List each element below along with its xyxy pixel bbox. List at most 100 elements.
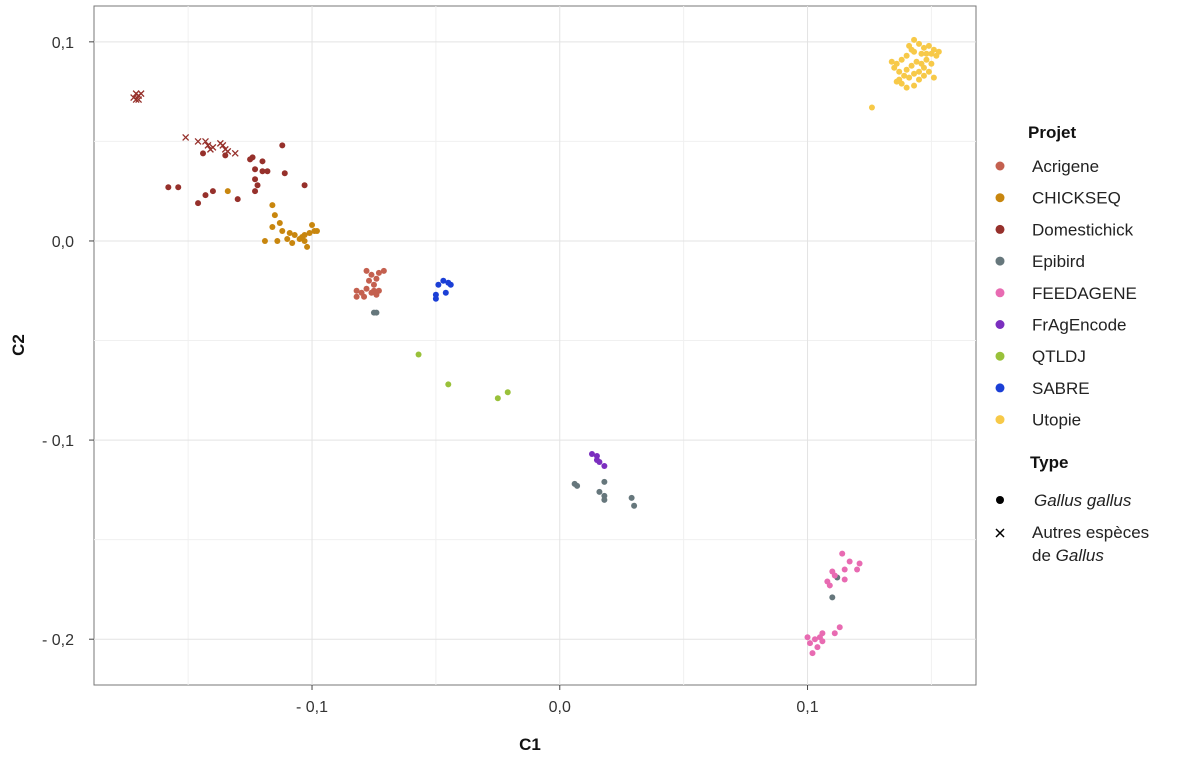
data-point xyxy=(504,389,511,396)
cross-stroke xyxy=(204,141,212,149)
data-point xyxy=(313,228,320,235)
data-point xyxy=(903,66,910,73)
data-point xyxy=(923,50,930,57)
data-point-cross xyxy=(219,141,227,149)
x-tick-label: 0,0 xyxy=(549,699,571,716)
grid-lines xyxy=(94,6,976,685)
data-point xyxy=(252,176,259,183)
data-point xyxy=(846,558,853,565)
data-point xyxy=(209,188,216,195)
data-point xyxy=(916,40,923,47)
data-point xyxy=(432,295,439,302)
cross-stroke xyxy=(219,141,227,149)
data-point xyxy=(920,64,927,71)
data-point xyxy=(306,229,313,236)
legend-label: FrAgEncode xyxy=(1032,316,1127,335)
cross-stroke xyxy=(206,145,214,153)
data-point xyxy=(916,76,923,83)
data-point xyxy=(222,152,229,159)
data-point xyxy=(925,68,932,75)
data-point xyxy=(202,192,209,199)
data-point xyxy=(373,309,380,316)
data-point xyxy=(271,212,278,219)
data-point xyxy=(375,269,382,276)
data-point xyxy=(442,289,449,296)
data-point-cross xyxy=(224,147,232,155)
axis-ticks: - 0,1 0,0 0,1 0,1 0,0 - 0,1 - 0,2 xyxy=(42,35,819,716)
data-point xyxy=(440,277,447,284)
x-tick-label: 0,1 xyxy=(796,699,818,716)
legend-type-title: Type xyxy=(1030,453,1068,472)
data-point xyxy=(363,285,370,292)
data-point xyxy=(596,458,603,465)
legend-label: Domestichick xyxy=(1032,220,1134,239)
data-point xyxy=(893,78,900,85)
legend-type-gallus-label: Gallus gallus xyxy=(1034,491,1132,510)
data-point xyxy=(415,351,422,358)
data-point-cross xyxy=(137,90,145,98)
data-point xyxy=(807,640,814,647)
data-point xyxy=(269,224,276,231)
data-point-cross xyxy=(204,141,212,149)
x-tick-label: - 0,1 xyxy=(296,699,328,716)
legend-type-circle-icon xyxy=(996,496,1004,504)
legend-swatch-icon xyxy=(995,256,1005,266)
legend-type-cross-icon xyxy=(995,528,1005,538)
data-point-cross xyxy=(206,145,214,153)
series-feedagene xyxy=(804,550,863,657)
legend-item-epibird: Epibird xyxy=(995,252,1085,271)
data-point xyxy=(281,170,288,177)
data-point xyxy=(234,196,241,203)
data-point xyxy=(854,566,861,573)
data-point xyxy=(925,42,932,49)
legend-swatch-icon xyxy=(995,415,1005,425)
data-point xyxy=(259,158,266,165)
series-acrigene xyxy=(353,267,387,300)
data-point xyxy=(368,271,375,278)
data-point xyxy=(299,233,306,240)
legend-item-chickseq: CHICKSEQ xyxy=(995,189,1121,208)
y-tick-label: - 0,2 xyxy=(42,632,74,649)
plot-panel xyxy=(93,5,977,686)
data-point xyxy=(289,239,296,246)
data-point xyxy=(811,636,818,643)
data-point xyxy=(601,496,608,503)
data-point xyxy=(628,494,635,501)
data-point xyxy=(309,222,316,229)
cross-stroke xyxy=(224,147,232,155)
data-point xyxy=(435,281,442,288)
x-axis-title: C1 xyxy=(519,735,541,754)
data-point xyxy=(918,50,925,57)
cross-stroke xyxy=(182,133,190,141)
legend-projet-items: Acrigene CHICKSEQ Domestichick Epibird FEEDA… xyxy=(995,157,1137,430)
series-fragencode xyxy=(588,451,608,469)
data-point xyxy=(896,68,903,75)
data-point xyxy=(574,482,581,489)
data-point xyxy=(279,228,286,235)
series-qtldj xyxy=(415,351,511,402)
data-point xyxy=(868,104,875,111)
data-points xyxy=(130,36,942,657)
data-point xyxy=(911,70,918,77)
data-point xyxy=(913,58,920,65)
data-point xyxy=(903,52,910,59)
data-point xyxy=(911,36,918,43)
data-point xyxy=(596,488,603,495)
data-point xyxy=(494,395,501,402)
cross-stroke xyxy=(231,149,239,157)
legend-item-sabre: SABRE xyxy=(995,379,1090,398)
data-point xyxy=(809,650,816,657)
data-point-cross xyxy=(132,96,140,104)
data-point xyxy=(826,582,833,589)
data-point xyxy=(224,188,231,195)
y-tick-label: 0,1 xyxy=(52,35,74,52)
data-point xyxy=(930,74,937,81)
data-point xyxy=(175,184,182,191)
data-point xyxy=(254,182,261,189)
data-point xyxy=(353,287,360,294)
data-point xyxy=(264,168,271,175)
data-point xyxy=(370,281,377,288)
data-point xyxy=(814,644,821,651)
legend-swatch-icon xyxy=(995,383,1005,393)
data-point xyxy=(819,638,826,645)
